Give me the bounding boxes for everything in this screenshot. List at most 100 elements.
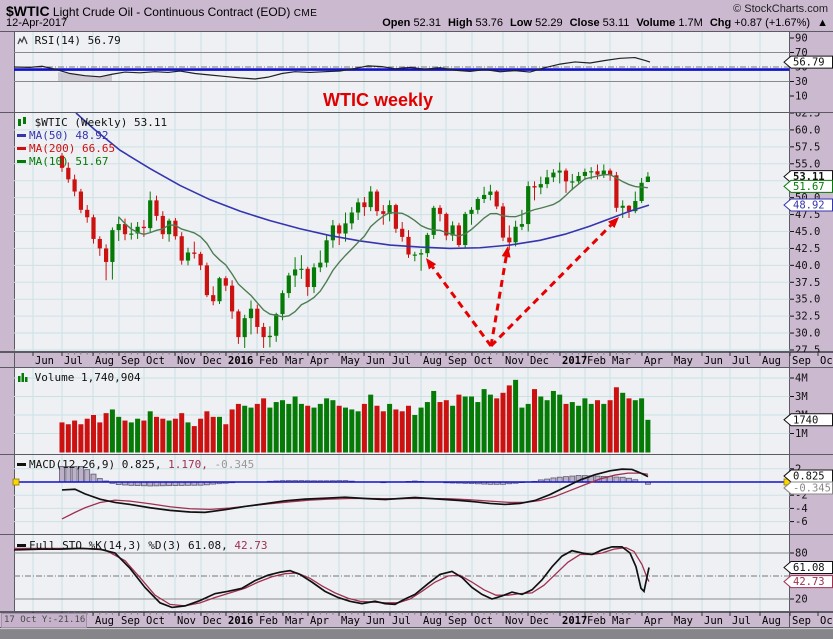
high-value: 53.76 [475,17,504,29]
svg-text:Dec: Dec [530,615,549,627]
svg-text:Mar: Mar [612,355,631,367]
svg-text:Aug: Aug [762,615,781,627]
bottom-scrollbar[interactable] [0,628,833,639]
svg-text:1740: 1740 [793,414,818,426]
svg-text:2: 2 [795,463,801,475]
rsi-panel[interactable]: 907050301056.79 [0,31,833,113]
svg-text:Feb: Feb [587,615,606,627]
svg-text:Nov: Nov [177,615,196,627]
title-line: $WTIC Light Crude Oil - Continuous Contr… [6,3,317,19]
svg-text:51.67: 51.67 [793,181,825,193]
svg-text:45.0: 45.0 [795,226,820,238]
svg-text:1M: 1M [795,428,808,440]
change-value: +0.87 (+1.67%) [734,17,811,29]
svg-text:Jun: Jun [704,615,723,627]
change-up-arrow-icon: ▲ [817,17,828,29]
svg-text:35.0: 35.0 [795,294,820,306]
svg-text:Apr: Apr [310,355,329,367]
svg-text:Jul: Jul [392,355,411,367]
svg-text:Mar: Mar [285,615,304,627]
svg-text:40.0: 40.0 [795,260,820,272]
svg-text:55.0: 55.0 [795,158,820,170]
svg-text:Dec: Dec [203,615,222,627]
svg-text:Aug: Aug [423,355,442,367]
svg-text:27.5: 27.5 [795,344,820,352]
open-value: 52.31 [413,17,441,29]
svg-text:May: May [341,355,360,367]
svg-text:Sep: Sep [121,615,140,627]
close-value: 53.11 [602,17,630,29]
svg-text:Jun: Jun [704,355,723,367]
svg-text:4M: 4M [795,373,808,385]
svg-text:2017: 2017 [562,355,587,367]
svg-text:Sep: Sep [792,355,811,367]
scrollbar-thumb[interactable] [0,630,833,639]
svg-text:May: May [674,615,693,627]
svg-text:90: 90 [795,33,808,45]
svg-text:Nov: Nov [177,355,196,367]
svg-text:Aug: Aug [423,615,442,627]
svg-text:2017: 2017 [562,615,587,627]
svg-text:Sep: Sep [121,355,140,367]
svg-text:Mar: Mar [612,615,631,627]
macd-panel[interactable]: 20-2-4-60.825-0.345 [0,455,833,535]
svg-text:60.0: 60.0 [795,124,820,136]
svg-text:Jun: Jun [366,355,385,367]
svg-text:Oct: Oct [146,615,165,627]
svg-text:Jul: Jul [732,355,751,367]
svg-text:42.5: 42.5 [795,243,820,255]
svg-text:2016: 2016 [228,355,253,367]
svg-text:56.79: 56.79 [793,57,825,69]
svg-text:0.825: 0.825 [793,471,825,483]
svg-text:-6: -6 [795,516,808,528]
svg-text:30.0: 30.0 [795,328,820,340]
chart-header: $WTIC Light Crude Oil - Continuous Contr… [0,0,833,31]
date-axis-middle: Jun Jul Aug Sep Oct Nov Dec 2016 Feb Mar Apr May Jun… [0,352,833,368]
crosshair-readout: 17 Oct Y:-21.16 [1,613,87,628]
stochastics-panel[interactable]: 80 20 61.08 42.73 [0,535,833,612]
low-value: 52.29 [535,17,563,29]
svg-text:Oct: Oct [820,615,833,627]
volume-value: 1.7M [678,17,703,29]
svg-text:Sep: Sep [448,355,467,367]
svg-text:62.5: 62.5 [795,113,820,120]
svg-text:Nov: Nov [505,615,524,627]
svg-text:Feb: Feb [259,615,278,627]
svg-text:30: 30 [795,76,808,88]
svg-text:May: May [674,355,693,367]
svg-text:57.5: 57.5 [795,141,820,153]
svg-text:Sep: Sep [792,615,811,627]
svg-text:-4: -4 [795,503,808,515]
svg-text:Jun: Jun [366,615,385,627]
svg-text:Jul: Jul [64,355,83,367]
svg-text:Sep: Sep [448,615,467,627]
svg-text:47.5: 47.5 [795,209,820,221]
svg-text:Aug: Aug [95,615,114,627]
date-axis-bottom: Jun Jul Aug Sep Oct Nov Dec 2016 Feb Mar Apr May Jun… [0,612,833,628]
svg-text:Apr: Apr [310,615,329,627]
svg-text:Dec: Dec [203,355,222,367]
svg-text:37.5: 37.5 [795,277,820,289]
price-panel[interactable]: 62.560.057.555.052.550.047.545.042.540.0… [0,113,833,352]
svg-text:Nov: Nov [505,355,524,367]
copyright: © StockCharts.com [733,3,828,15]
svg-text:Mar: Mar [285,355,304,367]
svg-text:48.92: 48.92 [793,199,825,211]
svg-text:Aug: Aug [95,355,114,367]
svg-text:Jul: Jul [732,615,751,627]
volume-panel[interactable]: 4M3M2M1M1740 [0,368,833,455]
svg-text:Feb: Feb [587,355,606,367]
svg-text:20: 20 [795,594,808,606]
svg-text:Apr: Apr [644,615,663,627]
svg-text:Aug: Aug [762,355,781,367]
exchange-label: CME [293,8,318,19]
svg-text:61.08: 61.08 [793,562,825,574]
svg-text:42.73: 42.73 [793,576,825,588]
quote-stats: Open 52.31 High 53.76 Low 52.29 Close 53.11… [382,17,828,29]
symbol-label: $WTIC [6,3,50,19]
svg-text:10: 10 [795,91,808,103]
svg-text:3M: 3M [795,391,808,403]
svg-text:-0.345: -0.345 [793,482,831,494]
svg-text:Oct: Oct [820,355,833,367]
